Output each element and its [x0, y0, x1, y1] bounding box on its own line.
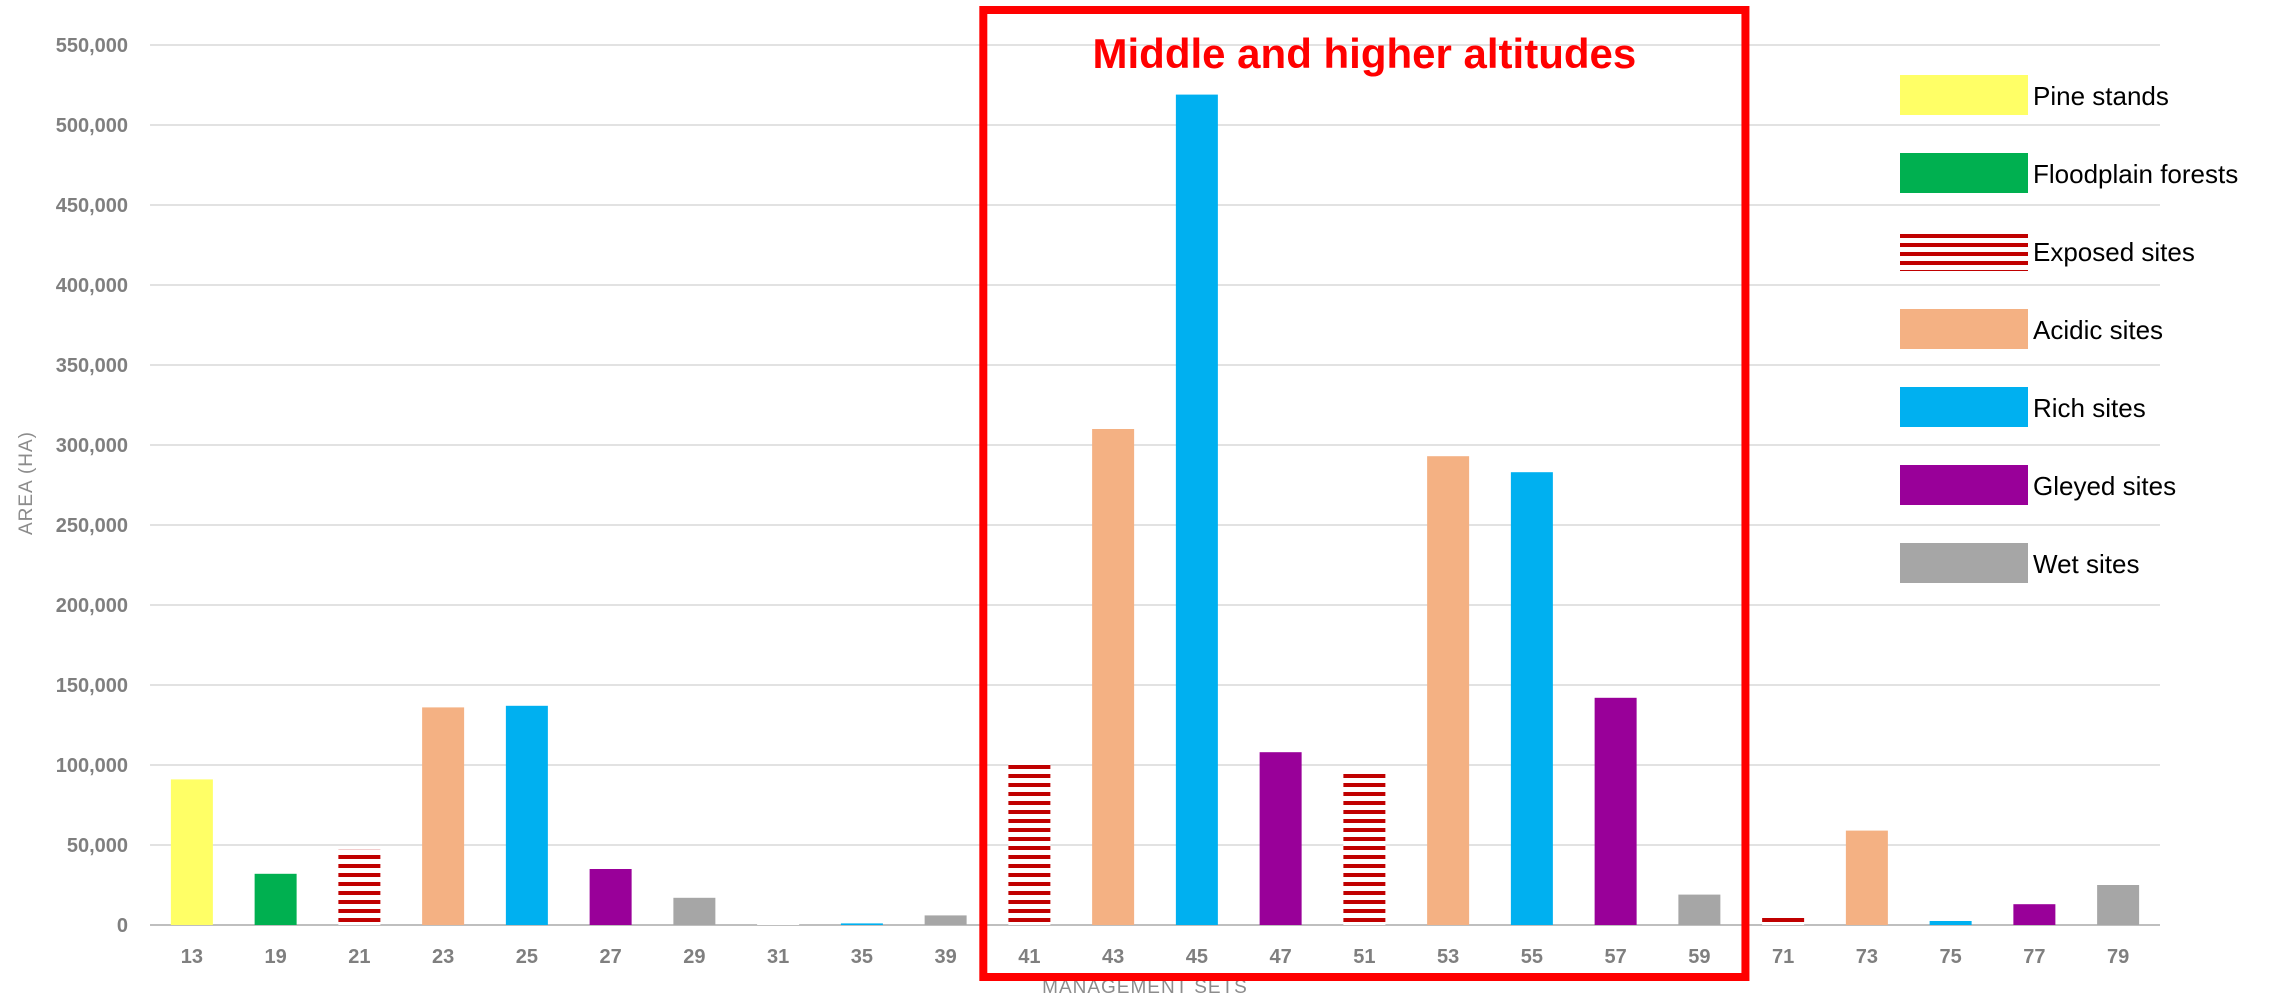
x-tick-label: 55 — [1521, 946, 1543, 968]
legend-swatch-wet-sites — [1900, 543, 2028, 583]
bar-47 — [1259, 752, 1302, 925]
y-tick-label: 550,000 — [56, 35, 128, 57]
x-tick-label: 35 — [851, 946, 873, 968]
bar-13 — [170, 779, 213, 925]
y-axis-title: AREA (HA) — [16, 431, 37, 535]
bar-53 — [1427, 456, 1470, 925]
x-tick-label: 13 — [181, 946, 203, 968]
x-tick-label: 75 — [1940, 946, 1962, 968]
x-tick-label: 57 — [1605, 946, 1627, 968]
bar-59 — [1678, 894, 1721, 925]
legend-label-pine-stands: Pine stands — [2033, 81, 2169, 111]
y-tick-label: 100,000 — [56, 755, 128, 777]
y-tick-label: 0 — [117, 915, 128, 937]
bars — [170, 94, 2140, 926]
bar-25 — [505, 705, 548, 925]
x-tick-label: 19 — [265, 946, 287, 968]
bar-29 — [673, 897, 716, 925]
x-tick-label: 31 — [767, 946, 789, 968]
y-axis-ticks: 0 50,000 100,000 150,000 200,000 250,000 300,0… — [56, 35, 128, 937]
bar-19 — [254, 873, 297, 925]
annotation-box — [979, 6, 1750, 981]
y-tick-label: 450,000 — [56, 195, 128, 217]
bar-55 — [1510, 472, 1553, 925]
legend-label-gleyed-sites: Gleyed sites — [2033, 471, 2176, 501]
y-tick-label: 250,000 — [56, 515, 128, 537]
y-tick-label: 150,000 — [56, 675, 128, 697]
bar-43 — [1092, 429, 1135, 925]
x-tick-label: 45 — [1186, 946, 1208, 968]
bar-77 — [2013, 904, 2056, 925]
x-tick-label: 71 — [1772, 946, 1794, 968]
x-tick-label: 27 — [600, 946, 622, 968]
x-tick-label: 39 — [935, 946, 957, 968]
bar-45 — [1175, 94, 1218, 926]
legend-swatch-exposed-sites — [1900, 231, 2028, 271]
legend-swatch-floodplain-forests — [1900, 153, 2028, 193]
x-tick-label: 53 — [1437, 946, 1459, 968]
bar-51 — [1343, 769, 1386, 925]
x-tick-label: 43 — [1102, 946, 1124, 968]
y-tick-label: 50,000 — [67, 835, 128, 857]
bar-39 — [924, 915, 967, 925]
legend-label-rich-sites: Rich sites — [2033, 393, 2146, 423]
bar-73 — [1845, 830, 1888, 925]
bar-35 — [840, 923, 883, 925]
bar-79 — [2097, 885, 2140, 925]
x-tick-label: 23 — [432, 946, 454, 968]
x-tick-label: 41 — [1018, 946, 1040, 968]
gridlines — [150, 44, 2160, 926]
y-tick-label: 200,000 — [56, 595, 128, 617]
y-tick-label: 300,000 — [56, 435, 128, 457]
legend-label-floodplain-forests: Floodplain forests — [2033, 159, 2238, 189]
bar-21 — [338, 849, 381, 925]
bar-27 — [589, 869, 632, 925]
x-tick-label: 25 — [516, 946, 538, 968]
x-tick-label: 59 — [1688, 946, 1710, 968]
legend-label-acidic-sites: Acidic sites — [2033, 315, 2163, 345]
legend-label-wet-sites: Wet sites — [2033, 549, 2139, 579]
legend-swatch-rich-sites — [1900, 387, 2028, 427]
x-axis-ticks: 13 19 21 23 25 27 29 31 35 39 41 43 45 47 51 53 55 57 59 71… — [181, 946, 2130, 968]
x-tick-label: 51 — [1353, 946, 1375, 968]
x-tick-label: 29 — [683, 946, 705, 968]
y-tick-label: 350,000 — [56, 355, 128, 377]
bar-71 — [1762, 915, 1805, 925]
bar-31 — [757, 922, 800, 925]
x-axis-title: MANAGEMENT SETS — [1042, 977, 1248, 998]
legend-swatch-pine-stands — [1900, 75, 2028, 115]
x-tick-label: 77 — [2023, 946, 2045, 968]
legend-label-exposed-sites: Exposed sites — [2033, 237, 2195, 267]
bar-75 — [1929, 921, 1972, 925]
bar-41 — [1008, 761, 1051, 925]
legend: Pine stands Floodplain forests Exposed sit… — [1900, 75, 2238, 583]
y-tick-label: 500,000 — [56, 115, 128, 137]
x-tick-label: 73 — [1856, 946, 1878, 968]
bar-23 — [422, 707, 465, 925]
altitude-annotation: Middle and higher altitudes — [979, 6, 1750, 981]
x-tick-label: 79 — [2107, 946, 2129, 968]
x-tick-label: 47 — [1270, 946, 1292, 968]
x-tick-label: 21 — [348, 946, 370, 968]
annotation-label: Middle and higher altitudes — [1093, 30, 1637, 77]
bar-57 — [1594, 697, 1637, 925]
legend-swatch-acidic-sites — [1900, 309, 2028, 349]
y-tick-label: 400,000 — [56, 275, 128, 297]
legend-swatch-gleyed-sites — [1900, 465, 2028, 505]
